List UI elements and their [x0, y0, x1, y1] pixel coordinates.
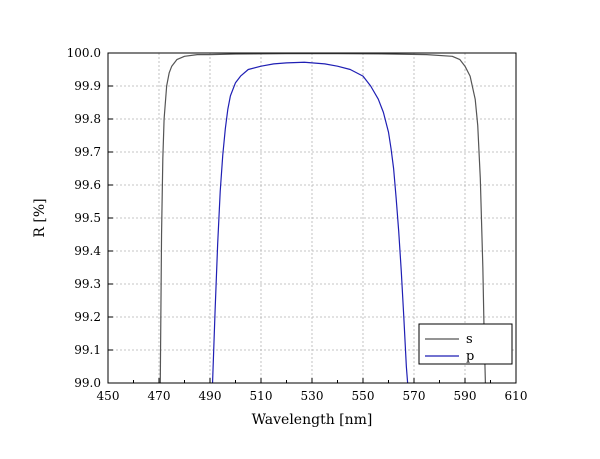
y-tick-label: 99.6 — [74, 178, 101, 192]
x-tick-label: 610 — [505, 389, 528, 403]
x-tick-labels: 450 470 490 510 530 550 570 590 610 — [97, 389, 528, 403]
data-curves — [159, 53, 486, 384]
series-line-p — [211, 61, 409, 384]
x-axis-title: Wavelength [nm] — [252, 412, 373, 428]
y-tick-label: 100.0 — [67, 46, 101, 60]
legend-label-s: s — [466, 332, 473, 347]
x-tick-label: 590 — [454, 389, 477, 403]
x-tick-label: 570 — [403, 389, 426, 403]
y-tick-label: 99.5 — [74, 211, 101, 225]
legend-box — [418, 323, 513, 365]
y-tick-label: 99.0 — [74, 376, 101, 390]
y-tick-label: 99.3 — [74, 277, 101, 291]
y-axis-title: R [%] — [32, 198, 48, 237]
y-tick-label: 99.8 — [74, 112, 101, 126]
y-tick-labels: 99.0 99.1 99.2 99.3 99.4 99.5 99.6 99.7 99.8 99.9… — [67, 46, 102, 390]
x-tick-label: 470 — [148, 389, 171, 403]
x-tick-label: 550 — [352, 389, 375, 403]
y-tick-label: 99.4 — [74, 244, 101, 258]
series-line-s — [159, 53, 486, 384]
axis-ticks — [107, 52, 517, 384]
grid-lines — [108, 53, 516, 383]
x-tick-label: 490 — [199, 389, 222, 403]
x-tick-label: 530 — [301, 389, 324, 403]
y-tick-label: 99.7 — [74, 145, 101, 159]
x-tick-label: 510 — [250, 389, 273, 403]
y-tick-label: 99.9 — [74, 79, 101, 93]
legend-label-p: p — [466, 349, 474, 364]
y-tick-label: 99.1 — [74, 343, 101, 357]
y-tick-label: 99.2 — [74, 310, 101, 324]
legend: s p — [418, 323, 513, 365]
x-tick-label: 450 — [97, 389, 120, 403]
